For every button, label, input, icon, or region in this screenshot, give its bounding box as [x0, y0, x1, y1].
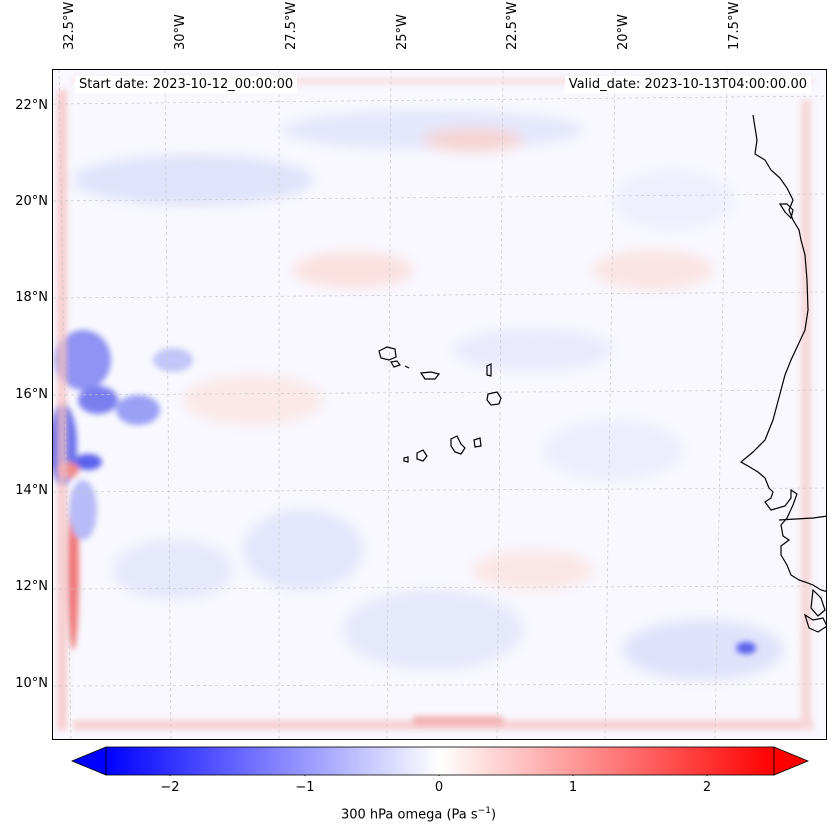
lon-label-27-5w: 27.5°W: [284, 1, 299, 50]
coastline-africa: [739, 114, 826, 593]
island-boa-vista: [486, 391, 502, 406]
omega-neg-area: [69, 480, 97, 540]
colorbar-tick-label: 2: [702, 780, 712, 795]
omega-neg-area: [116, 395, 160, 425]
omega-neg-area: [78, 386, 118, 414]
boundary-frame: [57, 78, 813, 730]
island-maio: [473, 437, 482, 448]
gridline: [496, 70, 504, 739]
omega-map: [52, 69, 827, 740]
island-santo-antao: [378, 346, 397, 361]
lon-label-20w: 20°W: [616, 14, 631, 50]
lat-label-20n: 20°N: [15, 194, 48, 209]
island-santiago: [450, 435, 466, 455]
lon-label-22-5w: 22.5°W: [505, 1, 520, 50]
omega-pos-area: [801, 100, 811, 730]
omega-pos-area: [423, 128, 523, 152]
valid-date-label: Valid_date: 2023-10-13T04:00:00.00: [564, 76, 811, 93]
island-fogo: [416, 449, 428, 462]
colorbar-tick-label: −1: [295, 780, 315, 795]
omega-pos-area: [593, 250, 713, 290]
coastline-border: [778, 515, 826, 521]
omega-neg-area: [736, 642, 756, 654]
omega-neg-area: [343, 590, 523, 670]
colorbar-tick-label: 0: [434, 780, 444, 795]
gridline: [386, 70, 392, 739]
omega-neg-area: [453, 328, 613, 372]
colorbar-gradient: [105, 746, 775, 776]
omega-neg-area: [74, 454, 102, 470]
gridline: [58, 70, 72, 739]
omega-neg-area: [113, 540, 233, 600]
omega-pos-area: [473, 550, 593, 590]
omega-neg-area: [543, 420, 683, 480]
omega-pos-area: [293, 252, 413, 288]
lat-label-12n: 12°N: [15, 579, 48, 594]
island-sal: [486, 363, 492, 377]
coastline-islet: [803, 613, 826, 633]
coastline-islet: [778, 203, 794, 220]
lon-label-25w: 25°W: [395, 14, 410, 50]
colorbar-tick-label: 1: [568, 780, 578, 795]
omega-neg-area: [55, 330, 111, 390]
omega-neg-area: [623, 620, 783, 680]
lon-label-32-5w: 32.5°W: [62, 1, 77, 50]
island-sao-nicolau: [419, 371, 441, 380]
omega-pos-area: [183, 375, 323, 425]
colorbar-ticks: [169, 775, 708, 776]
gridline: [604, 70, 616, 739]
colorbar-tick-label: −2: [160, 780, 180, 795]
colorbar-extend-max: [773, 746, 810, 776]
island-sao-vicente: [390, 360, 401, 368]
omega-neg-area: [73, 155, 313, 205]
lat-label-16n: 16°N: [15, 387, 48, 402]
lon-label-17-5w: 17.5°W: [727, 1, 742, 50]
gridline: [714, 70, 728, 739]
omega-pos-area: [413, 716, 503, 726]
lat-label-14n: 14°N: [15, 483, 48, 498]
island-brava: [403, 456, 409, 463]
lon-label-30w: 30°W: [173, 14, 188, 50]
colorbar-label: 300 hPa omega (Pa s−1): [340, 806, 497, 823]
omega-neg-area: [243, 510, 363, 590]
lat-label-22n: 22°N: [15, 98, 48, 113]
coastline-islet: [810, 588, 826, 617]
colorbar-extend-min: [70, 746, 107, 776]
gridlines: [53, 70, 826, 739]
lat-label-18n: 18°N: [15, 290, 48, 305]
omega-neg-area: [613, 170, 733, 230]
omega-neg-area: [153, 348, 193, 372]
lat-label-10n: 10°N: [15, 676, 48, 691]
island-santa-luzia: [404, 365, 410, 369]
colorbar: [70, 746, 810, 776]
omega-pattern: [73, 110, 783, 680]
start-date-label: Start date: 2023-10-12_00:00:00: [75, 76, 298, 93]
omega-pos-area: [57, 90, 67, 730]
coastlines: [378, 114, 826, 633]
omega-field: [53, 70, 826, 739]
omega-pos-area: [73, 78, 813, 84]
gridline: [164, 70, 172, 739]
